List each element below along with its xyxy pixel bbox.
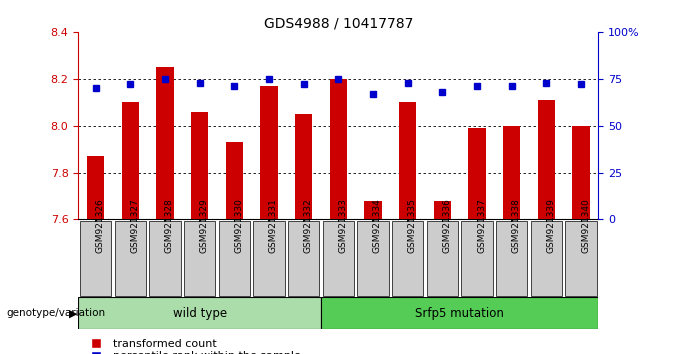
- Text: GSM921335: GSM921335: [407, 198, 417, 253]
- Text: GSM921338: GSM921338: [511, 198, 521, 253]
- Bar: [260, 86, 277, 219]
- FancyBboxPatch shape: [150, 221, 180, 296]
- Bar: [226, 142, 243, 219]
- Bar: [364, 201, 381, 219]
- Text: Srfp5 mutation: Srfp5 mutation: [415, 307, 504, 320]
- Text: ▶: ▶: [69, 308, 78, 318]
- Text: GSM921340: GSM921340: [581, 198, 590, 253]
- Text: GSM921333: GSM921333: [338, 198, 347, 253]
- Text: GSM921339: GSM921339: [546, 198, 556, 253]
- Bar: [191, 112, 208, 219]
- Text: GSM921337: GSM921337: [477, 198, 486, 253]
- Bar: [122, 102, 139, 219]
- FancyBboxPatch shape: [358, 221, 388, 296]
- FancyBboxPatch shape: [184, 221, 215, 296]
- FancyBboxPatch shape: [566, 221, 596, 296]
- FancyBboxPatch shape: [115, 221, 146, 296]
- Bar: [321, 297, 598, 329]
- Text: wild type: wild type: [173, 307, 226, 320]
- Bar: [538, 100, 555, 219]
- Legend: transformed count, percentile rank within the sample: transformed count, percentile rank withi…: [80, 335, 305, 354]
- Text: GSM921336: GSM921336: [442, 198, 452, 253]
- Bar: [503, 126, 520, 219]
- FancyBboxPatch shape: [80, 221, 111, 296]
- FancyBboxPatch shape: [392, 221, 423, 296]
- Text: GSM921334: GSM921334: [373, 198, 382, 253]
- Text: GSM921332: GSM921332: [303, 198, 313, 253]
- Bar: [87, 156, 104, 219]
- Text: GSM921328: GSM921328: [165, 198, 174, 253]
- FancyBboxPatch shape: [219, 221, 250, 296]
- Text: GSM921326: GSM921326: [95, 198, 105, 253]
- Bar: [295, 114, 312, 219]
- FancyBboxPatch shape: [427, 221, 458, 296]
- Text: genotype/variation: genotype/variation: [7, 308, 106, 318]
- FancyBboxPatch shape: [288, 221, 319, 296]
- Bar: [573, 126, 590, 219]
- FancyBboxPatch shape: [531, 221, 562, 296]
- Bar: [469, 128, 486, 219]
- Text: GSM921327: GSM921327: [130, 198, 139, 253]
- Bar: [434, 201, 451, 219]
- Text: GSM921329: GSM921329: [200, 198, 209, 253]
- Bar: [156, 67, 173, 219]
- FancyBboxPatch shape: [496, 221, 527, 296]
- Bar: [330, 79, 347, 219]
- FancyBboxPatch shape: [254, 221, 284, 296]
- FancyBboxPatch shape: [462, 221, 492, 296]
- Bar: [78, 297, 321, 329]
- Text: GSM921330: GSM921330: [234, 198, 243, 253]
- FancyBboxPatch shape: [323, 221, 354, 296]
- Text: GSM921331: GSM921331: [269, 198, 278, 253]
- Title: GDS4988 / 10417787: GDS4988 / 10417787: [264, 17, 413, 31]
- Bar: [399, 102, 416, 219]
